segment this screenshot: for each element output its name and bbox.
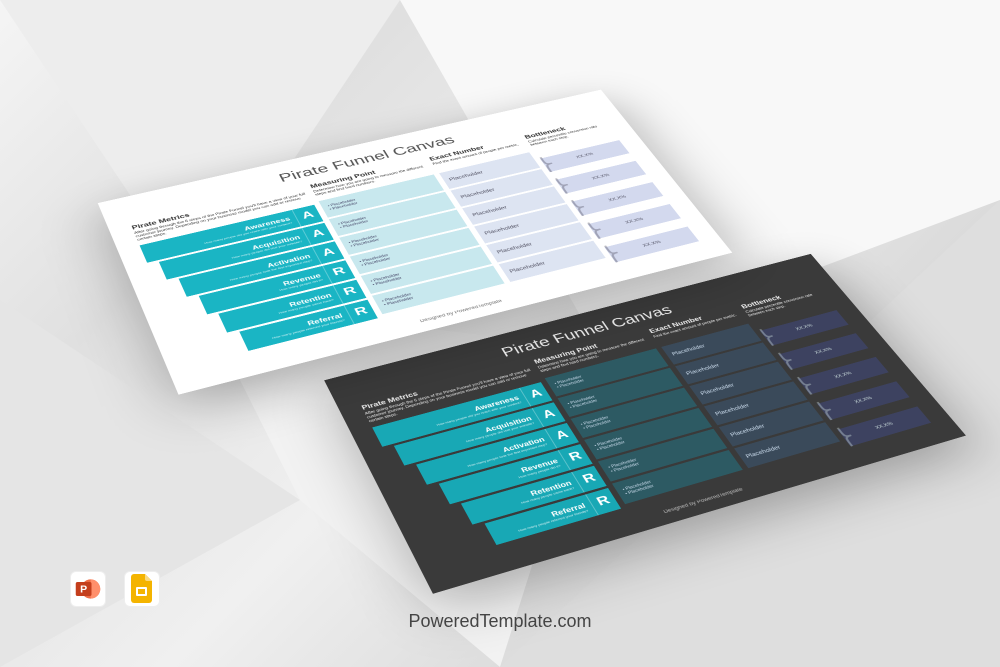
google-slides-icon — [124, 571, 160, 607]
brand-text: PoweredTemplate.com — [408, 611, 591, 632]
powerpoint-icon: P — [70, 571, 106, 607]
slide-stage: Pirate Funnel Canvas Pirate Metrics Afte… — [0, 0, 1000, 667]
svg-text:P: P — [80, 584, 87, 596]
app-icons: P — [70, 571, 160, 607]
